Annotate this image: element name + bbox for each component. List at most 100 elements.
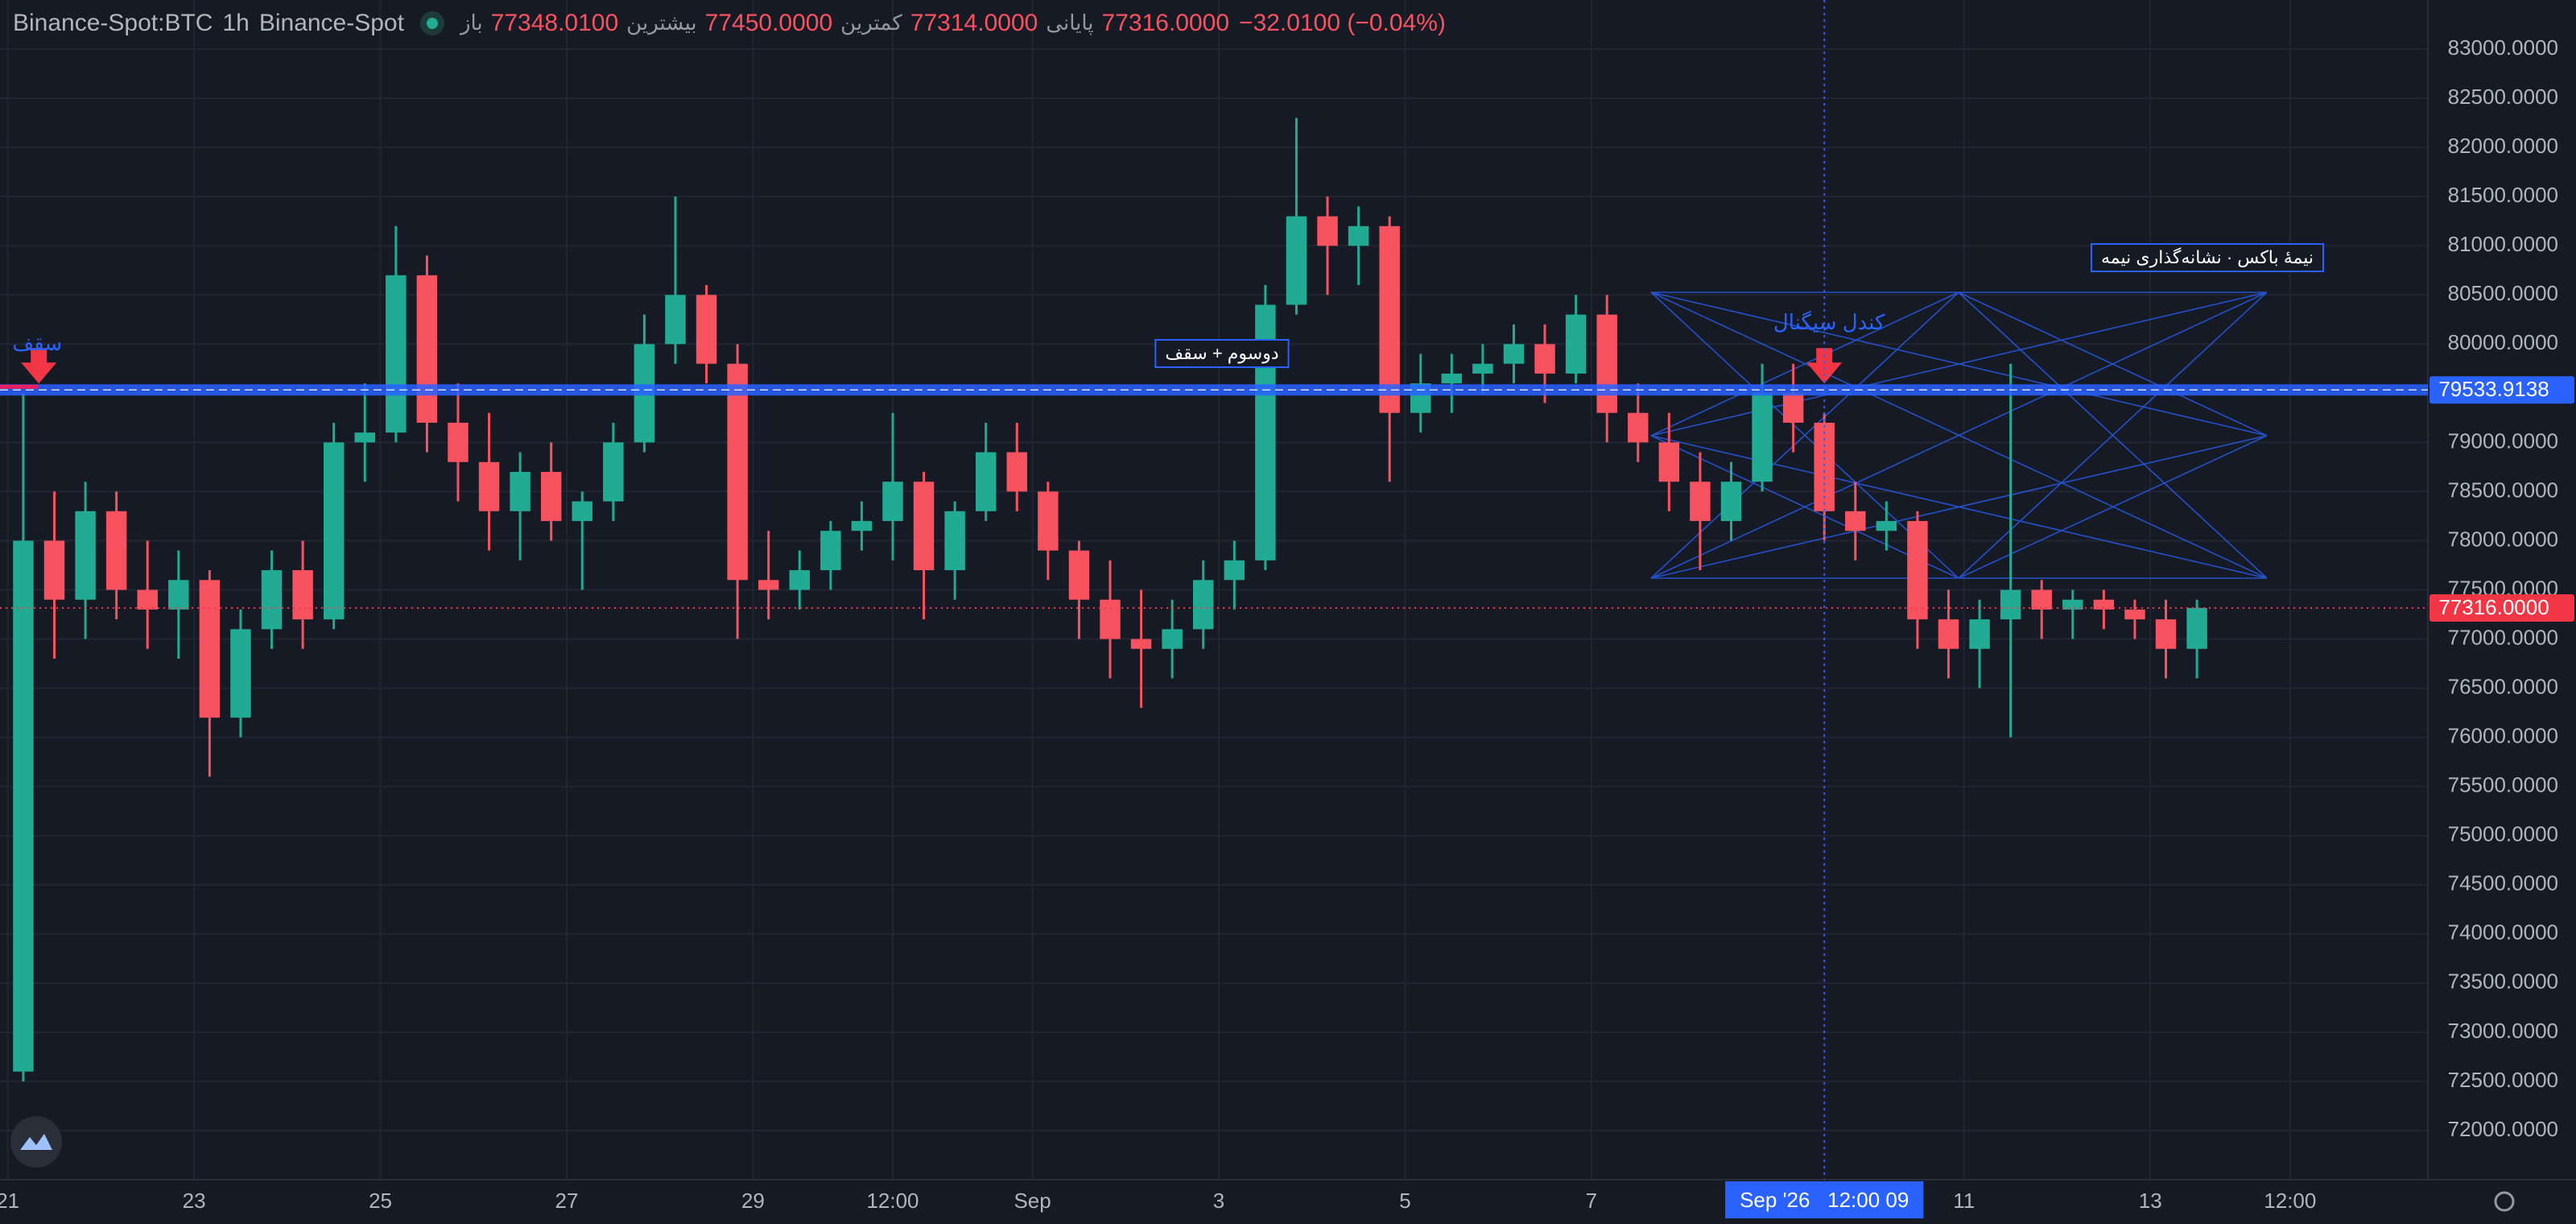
note-box (2090, 243, 2325, 272)
candle-body (354, 432, 375, 443)
candle-body (603, 442, 624, 502)
y-tick-label: 72500.0000 (2448, 1068, 2558, 1092)
candle-body (1969, 619, 1990, 649)
interval[interactable]: 1h (222, 10, 250, 36)
candle-body (975, 452, 997, 511)
candle-body (1472, 363, 1493, 374)
price-label-bg (2429, 593, 2574, 622)
x-tick-label: 5 (1399, 1189, 1410, 1213)
candle-body (75, 511, 96, 600)
candle-body (199, 580, 221, 718)
y-tick-label: 76500.0000 (2448, 674, 2558, 698)
candle-body (137, 589, 158, 610)
settings-icon[interactable] (2494, 1191, 2515, 1212)
candle-body (882, 482, 903, 522)
signal-text: کندل سیگنال (1773, 310, 1885, 334)
candle-body (1503, 344, 1525, 364)
note-text: نیمهٔ باکس · نشانه‌گذاری نیمه (2101, 247, 2314, 268)
candle-body (292, 570, 313, 620)
candle-body (2124, 609, 2145, 620)
candle-body (105, 511, 127, 590)
candle-body (1658, 442, 1680, 482)
y-tick-label: 74500.0000 (2448, 871, 2558, 895)
status-dot (419, 11, 444, 35)
candle-body (2031, 589, 2052, 610)
candle-body (478, 461, 500, 511)
candle-body (1100, 599, 1121, 639)
x-tick-label: 27 (555, 1189, 579, 1213)
y-tick-label: 75000.0000 (2448, 822, 2558, 846)
candle-body (1907, 521, 1928, 620)
x-tick-label: 7 (1586, 1189, 1597, 1213)
candle-body (1068, 550, 1090, 600)
y-tick-label: 81500.0000 (2448, 183, 2558, 207)
candle-body (1938, 619, 1959, 649)
candle-body (510, 472, 530, 511)
price-label: 77316.0000 (2438, 595, 2549, 619)
candle-body (1006, 452, 1028, 492)
pattern-line (1650, 292, 1959, 436)
ohlc-label: بیشترین (626, 11, 697, 35)
ohlc-value: 77450.0000 (704, 10, 833, 36)
candle-body (43, 540, 65, 600)
x-tick-label: 13 (2139, 1189, 2162, 1213)
y-tick-label: 78500.0000 (2448, 478, 2558, 502)
symbol[interactable]: Binance-Spot:BTC (13, 10, 213, 36)
pattern-line (1650, 292, 2268, 579)
candle-body (1565, 314, 1587, 374)
y-tick-label: 75500.0000 (2448, 773, 2558, 797)
y-tick-label: 83000.0000 (2448, 35, 2558, 60)
ohlc-value: 77348.0100 (490, 10, 619, 36)
time-axis (0, 1180, 2576, 1224)
y-tick-label: 76000.0000 (2448, 724, 2558, 748)
note-text: دوسوم + سقف (1165, 343, 1278, 363)
pattern-line (1650, 435, 2268, 579)
candle-body (1379, 225, 1400, 413)
candle-body (1286, 216, 1307, 305)
candle-body (820, 531, 841, 571)
price-label-bg (2429, 376, 2574, 404)
x-tick-label: 12:00 (2264, 1189, 2316, 1213)
note-box (1154, 339, 1290, 368)
y-tick-label: 78000.0000 (2448, 527, 2558, 551)
candle-body (2062, 599, 2083, 610)
candle-body (1193, 580, 1214, 630)
crosshair-label: Sep '26 12:00 09 (1740, 1188, 1909, 1212)
signal-arrow (1806, 348, 1843, 384)
y-tick-label: 80000.0000 (2448, 330, 2558, 354)
x-tick-label: Sep (1013, 1189, 1051, 1213)
candle-body (1628, 412, 1649, 443)
status-dot-inner (426, 18, 438, 29)
x-tick-label: 3 (1213, 1189, 1224, 1213)
pattern-drawing (1650, 292, 2268, 579)
ohlc-label: کمترین (840, 11, 902, 35)
candle-body (1348, 225, 1369, 246)
logo (10, 1116, 62, 1168)
y-tick-label: 80500.0000 (2448, 281, 2558, 305)
candle-body (572, 501, 592, 522)
candle-body (261, 570, 283, 630)
candle-body (1690, 482, 1711, 522)
candle-body (1782, 393, 1804, 423)
x-tick-label: 12:00 (866, 1189, 919, 1213)
candle-body (1752, 393, 1773, 482)
candle-body (2000, 589, 2021, 620)
y-tick-label: 79000.0000 (2448, 428, 2558, 453)
x-tick-label: 21 (0, 1189, 19, 1213)
ohlc-value: 77316.0000 (1101, 10, 1230, 36)
candle-body (13, 540, 34, 1072)
price-label: 79533.9138 (2438, 377, 2549, 401)
candle-body (540, 472, 562, 522)
candle-body (1534, 344, 1555, 374)
candle-body (727, 363, 748, 581)
x-tick-label: 23 (183, 1189, 206, 1213)
candle-body (230, 629, 251, 718)
ohlc: باز 77348.0100 بیشترین 77450.0000 کمترین 7731… (460, 10, 1229, 37)
candle-body (1876, 521, 1897, 531)
pattern-line (1958, 292, 2268, 436)
candle-body (1224, 560, 1245, 581)
candle-body (416, 275, 438, 423)
candle-body (386, 275, 407, 433)
candle-body (696, 295, 717, 364)
pattern-line (1650, 292, 1959, 579)
